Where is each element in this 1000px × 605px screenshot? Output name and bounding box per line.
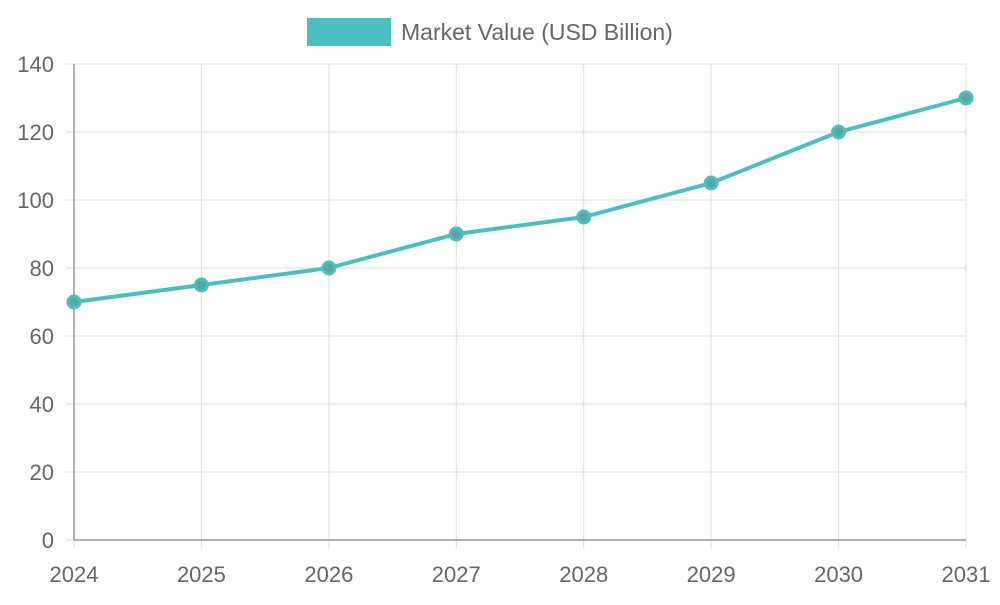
legend[interactable]: Market Value (USD Billion) — [307, 18, 673, 46]
series-layer — [66, 90, 974, 310]
legend-label[interactable]: Market Value (USD Billion) — [401, 19, 673, 45]
y-tick-label: 100 — [17, 188, 54, 213]
data-point[interactable] — [321, 260, 337, 276]
y-tick-label: 120 — [17, 120, 54, 145]
data-point[interactable] — [831, 124, 847, 140]
data-point[interactable] — [576, 209, 592, 225]
x-tick-label: 2024 — [50, 562, 99, 587]
x-tick-label: 2028 — [559, 562, 608, 587]
x-tick-label: 2027 — [432, 562, 481, 587]
y-tick-label: 60 — [30, 324, 54, 349]
legend-swatch[interactable] — [307, 18, 391, 46]
data-point[interactable] — [958, 90, 974, 106]
data-point[interactable] — [703, 175, 719, 191]
y-tick-label: 40 — [30, 392, 54, 417]
data-point[interactable] — [66, 294, 82, 310]
data-point[interactable] — [193, 277, 209, 293]
x-tick-label: 2026 — [304, 562, 353, 587]
x-tick-label: 2025 — [177, 562, 226, 587]
x-tick-label: 2031 — [942, 562, 991, 587]
axes: 0 20 40 60 80 100 120 140 2024 2025 2026 2027 2028 20… — [17, 52, 990, 587]
x-tick-label: 2030 — [814, 562, 863, 587]
data-point[interactable] — [448, 226, 464, 242]
y-tick-label: 0 — [42, 528, 54, 553]
y-tick-label: 140 — [17, 52, 54, 77]
series-line — [72, 96, 968, 304]
grid — [74, 63, 967, 540]
y-tick-label: 80 — [30, 256, 54, 281]
y-tick-label: 20 — [30, 460, 54, 485]
x-tick-label: 2029 — [687, 562, 736, 587]
